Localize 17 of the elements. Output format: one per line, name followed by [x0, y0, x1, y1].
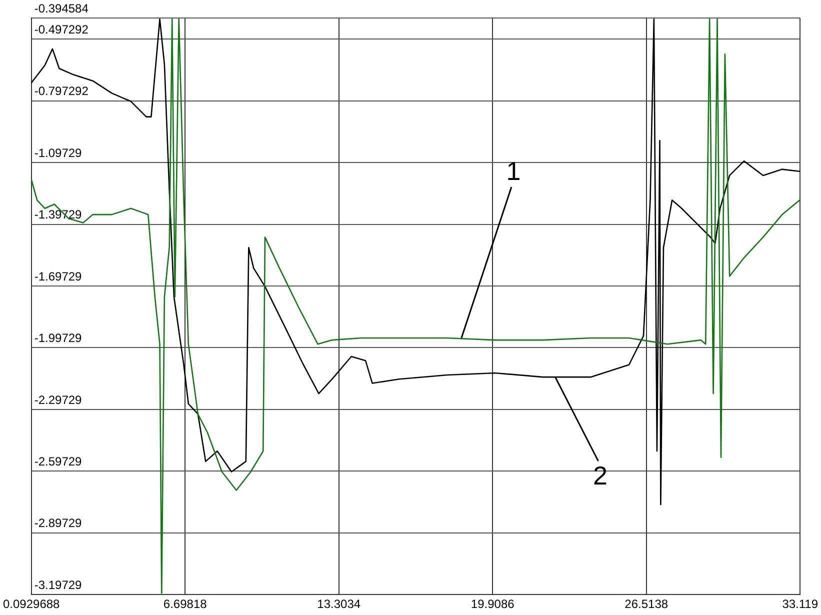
- y-tick-label: -2.89729: [34, 516, 82, 530]
- y-tick-label: -1.09729: [34, 146, 82, 160]
- y-tick-label: -2.29729: [34, 392, 82, 407]
- x-tick-label: 19.9086: [470, 597, 515, 612]
- y-tick-label: -0.497292: [34, 22, 89, 36]
- x-tick-label: 6.69818: [163, 597, 208, 612]
- x-tick-label: 33.119: [782, 597, 818, 612]
- x-tick-label: 0.0929688: [2, 597, 60, 612]
- x-tick-label: 13.3034: [317, 597, 361, 612]
- y-tick-label: -3.19729: [34, 578, 82, 592]
- annotation: 1: [506, 156, 521, 186]
- x-tick-label: 26.5138: [624, 597, 668, 612]
- y-tick-label: -2.59729: [34, 454, 82, 468]
- y-tick-label: -1.69729: [34, 269, 82, 284]
- y-tick-label: -1.99729: [34, 331, 82, 346]
- y-tick-label: -0.394584: [34, 1, 89, 16]
- y-tick-label: -0.797292: [34, 84, 89, 98]
